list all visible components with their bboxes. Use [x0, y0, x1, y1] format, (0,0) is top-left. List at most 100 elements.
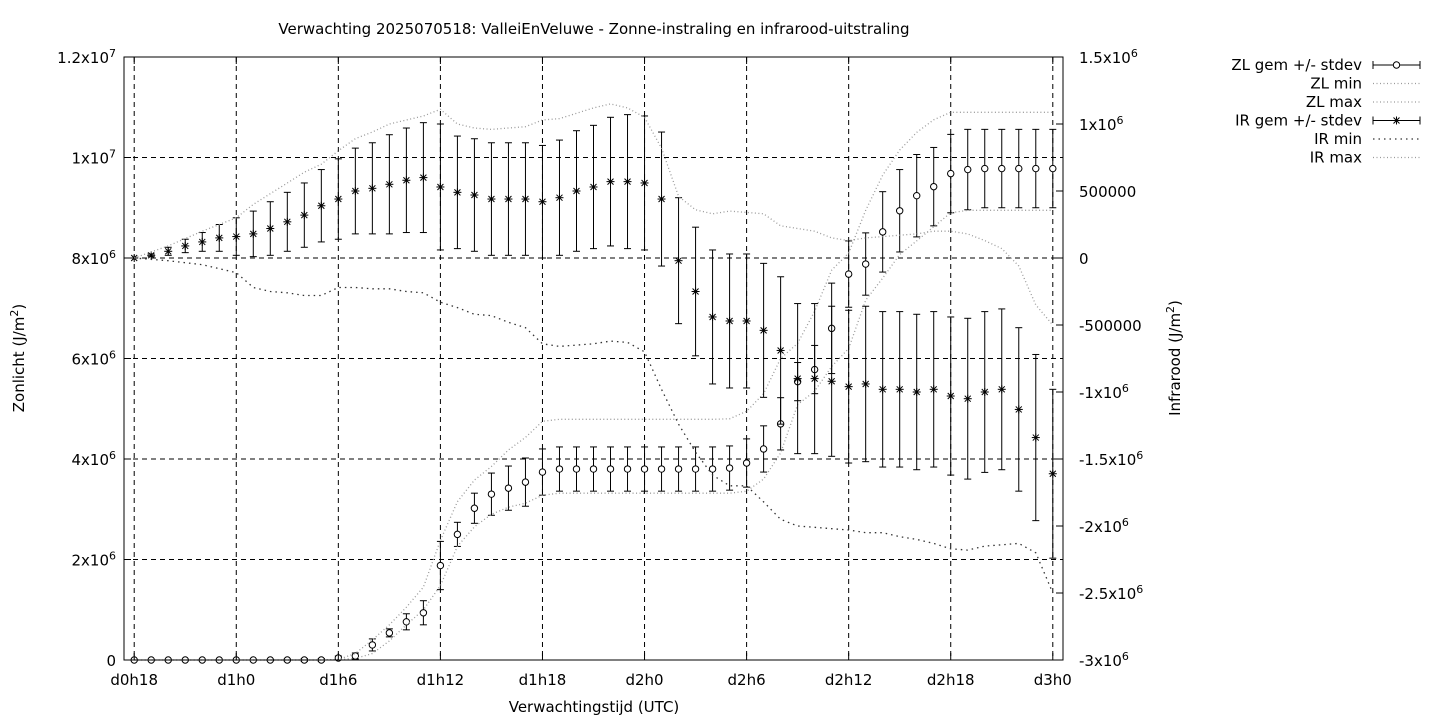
- star-marker: [538, 197, 547, 206]
- x-tick-label: d2h12: [825, 671, 873, 689]
- series-4: [134, 257, 1054, 594]
- data-point: [1014, 327, 1023, 492]
- star-marker: [470, 191, 479, 200]
- data-point: [674, 446, 683, 492]
- y2-tick-label: 500000: [1079, 183, 1136, 201]
- star-marker: [1048, 469, 1057, 478]
- y-tick-label: 8x106: [71, 248, 116, 268]
- star-marker: [266, 224, 275, 233]
- y2-tick-label: 1x106: [1079, 114, 1124, 134]
- legend-label: ZL max: [1306, 93, 1362, 111]
- data-point: [674, 197, 683, 325]
- data-point: [861, 232, 870, 296]
- data-point: [521, 457, 530, 507]
- data-point: [385, 134, 394, 235]
- star-marker: [810, 374, 819, 383]
- star-marker: [946, 392, 955, 401]
- star-marker: [861, 379, 870, 388]
- data-point: [1015, 128, 1023, 209]
- y2-tick-label: -1.5x106: [1079, 449, 1143, 469]
- circle-marker: [759, 445, 768, 453]
- data-point: [1032, 128, 1040, 209]
- data-point: [980, 311, 989, 473]
- legend-label: IR gem +/- stdev: [1235, 112, 1362, 130]
- data-point: [419, 122, 428, 234]
- data-point: [419, 600, 428, 626]
- data-point: [963, 317, 972, 480]
- data-point: [623, 446, 632, 492]
- star-marker: [300, 211, 309, 220]
- data-point: [487, 472, 496, 516]
- circle-marker: [1015, 164, 1023, 173]
- chart-title: Verwachting 2025070518: ValleiEnVeluwe -…: [278, 20, 909, 38]
- data-point: [708, 249, 717, 385]
- data-point: [998, 128, 1006, 209]
- y2-tick-label: -2.5x106: [1079, 583, 1143, 603]
- star-marker: [844, 382, 853, 391]
- data-point: [640, 446, 649, 492]
- star-marker: [827, 377, 836, 386]
- circle-marker: [385, 629, 394, 637]
- data-point: [589, 446, 598, 492]
- star-marker: [572, 187, 581, 195]
- legend-entry: IR max: [1310, 149, 1420, 167]
- star-marker: [793, 374, 802, 383]
- data-point: [402, 613, 411, 631]
- data-point: [878, 191, 887, 273]
- y2-tick-label: 1.5x106: [1079, 47, 1138, 67]
- star-marker: [215, 233, 224, 242]
- data-point: [759, 262, 768, 398]
- circle-marker: [436, 561, 445, 570]
- series-line: [134, 209, 1053, 661]
- legend-entry: ZL gem +/- stdev: [1231, 56, 1421, 74]
- data-point: [742, 438, 751, 488]
- y-tick-label: 4x106: [71, 449, 116, 469]
- data-point: [555, 139, 564, 256]
- star-marker: [487, 195, 496, 204]
- star-marker: [521, 195, 530, 204]
- legend-entry: ZL min: [1310, 75, 1420, 93]
- data-point: [947, 133, 955, 214]
- circle-marker: [640, 465, 649, 473]
- star-marker: [504, 195, 513, 204]
- data-point: [606, 116, 615, 247]
- circle-marker: [878, 228, 887, 236]
- star-marker: [147, 251, 156, 260]
- data-point: [266, 201, 275, 256]
- star-marker: [725, 316, 734, 325]
- circle-marker: [861, 260, 870, 268]
- data-point: [572, 130, 581, 252]
- circle-marker: [725, 464, 734, 472]
- legend-label: IR min: [1314, 130, 1362, 148]
- data-point: [470, 138, 479, 252]
- circle-marker: [964, 165, 972, 174]
- data-point: [436, 123, 445, 251]
- data-point: [895, 311, 904, 468]
- star-marker: [878, 385, 887, 394]
- data-point: [912, 313, 921, 471]
- data-point: [981, 128, 989, 209]
- star-marker: [453, 188, 462, 197]
- y-axis-label: Zonlicht (J/m2): [8, 304, 28, 413]
- data-point: [929, 311, 938, 468]
- star-marker: [912, 388, 921, 396]
- data-point: [215, 224, 224, 252]
- circle-marker: [895, 207, 904, 215]
- data-point: [164, 246, 173, 256]
- data-point: [402, 127, 411, 234]
- star-marker: [419, 173, 428, 182]
- series-1: [134, 209, 1053, 661]
- y2-tick-label: -500000: [1079, 317, 1142, 335]
- x-tick-label: d2h6: [728, 671, 766, 689]
- data-point: [300, 182, 309, 248]
- data-point: [198, 232, 207, 252]
- legend-marker: [1392, 61, 1401, 69]
- star-marker: [657, 195, 666, 204]
- x-tick-label: d1h6: [319, 671, 357, 689]
- y-tick-label: 1.2x107: [57, 47, 116, 67]
- data-point: [504, 142, 513, 256]
- data-point: [487, 142, 496, 256]
- data-point: [232, 217, 241, 256]
